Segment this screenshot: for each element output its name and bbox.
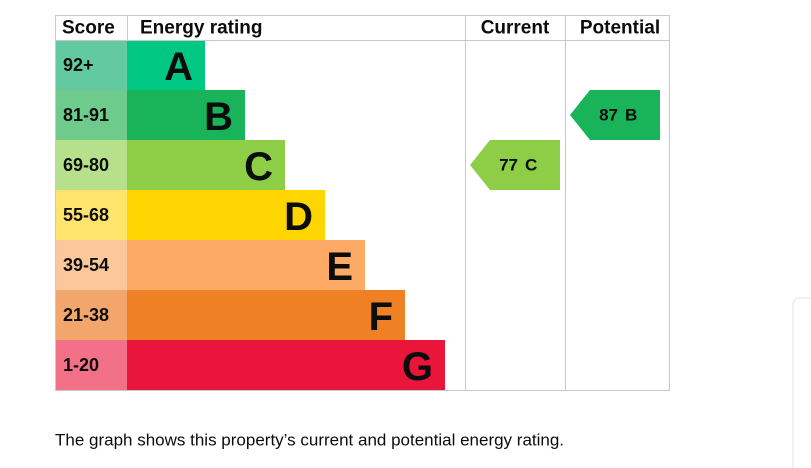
band-letter: C: [244, 145, 273, 189]
current-value: 77: [499, 156, 518, 175]
band-letter: B: [204, 95, 233, 139]
score-cell: [55, 90, 127, 140]
potential-letter: B: [625, 106, 637, 125]
side-card: [792, 297, 811, 468]
rating-band: [127, 140, 285, 190]
band-letter: F: [369, 295, 393, 339]
score-cell: [55, 40, 127, 90]
band-letter: A: [164, 45, 193, 89]
table-borders: [55, 15, 670, 391]
rating-band: [127, 40, 205, 90]
rating-band: [127, 190, 325, 240]
score-range: 55-68: [63, 205, 109, 225]
header-score: Score: [62, 18, 115, 39]
band-letter: E: [326, 245, 353, 289]
score-cell: [55, 140, 127, 190]
score-cell: [55, 190, 127, 240]
score-range: 69-80: [63, 155, 109, 175]
header-rating: Energy rating: [140, 18, 262, 39]
header-current: Current: [481, 18, 550, 39]
score-cell: [55, 240, 127, 290]
band-letter: G: [402, 345, 433, 389]
current-letter: C: [525, 156, 537, 175]
score-cell: [55, 340, 127, 390]
score-range: 81-91: [63, 105, 109, 125]
score-range: 39-54: [63, 255, 109, 275]
header-potential: Potential: [580, 18, 660, 39]
potential-arrow: [570, 90, 660, 140]
rating-band: [127, 90, 245, 140]
potential-value: 87: [599, 106, 618, 125]
rating-band: [127, 240, 365, 290]
rating-band: [127, 290, 405, 340]
score-range: 21-38: [63, 305, 109, 325]
caption: The graph shows this property’s current …: [55, 431, 564, 450]
rating-band: [127, 340, 445, 390]
score-cell: [55, 290, 127, 340]
score-range: 92+: [63, 55, 94, 75]
band-letter: D: [284, 195, 313, 239]
score-range: 1-20: [63, 355, 99, 375]
current-arrow: [470, 140, 560, 190]
